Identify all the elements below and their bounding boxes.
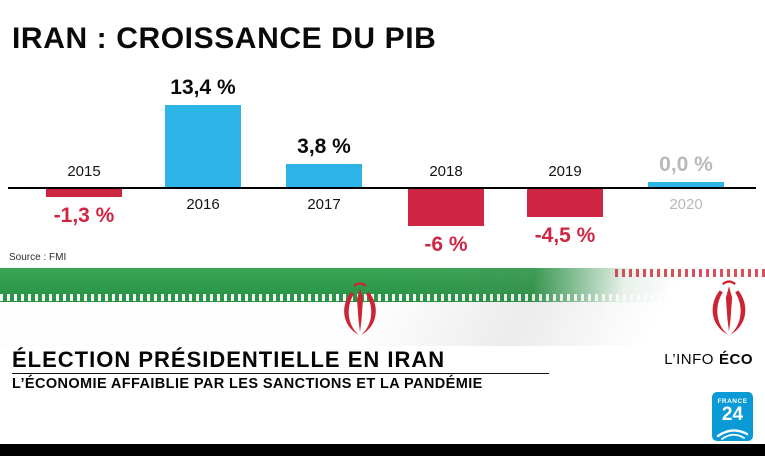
iran-emblem-icon xyxy=(712,280,746,335)
program-label: L’INFO ÉCO xyxy=(664,351,753,368)
value-label-2020: 0,0 % xyxy=(659,153,713,176)
year-label-2018: 2018 xyxy=(429,163,463,180)
bar-group-2019: -4,5 % 2019 xyxy=(505,60,625,265)
bar-2019 xyxy=(527,189,603,217)
banner-headline: ÉLECTION PRÉSIDENTIELLE EN IRAN xyxy=(12,347,446,372)
year-label-2015: 2015 xyxy=(67,163,101,180)
flag-kufic-band-white-icon xyxy=(0,294,765,301)
bar-2015 xyxy=(46,189,122,197)
bar-group-2017: 3,8 % 2017 xyxy=(264,60,384,265)
bar-2020 xyxy=(648,182,724,187)
bar-group-2018: -6 % 2018 xyxy=(386,60,506,265)
logo-text-24: 24 xyxy=(721,404,744,425)
chart-title: IRAN : CROISSANCE DU PIB xyxy=(12,22,437,55)
bar-group-2020: 0,0 % 2020 xyxy=(626,60,746,265)
flag-fabric-shading xyxy=(0,268,765,346)
x-axis-line xyxy=(8,187,756,189)
program-label-prefix: L’INFO xyxy=(664,351,714,368)
banner-divider xyxy=(12,373,549,374)
bar-group-2016: 13,4 % 2016 xyxy=(143,60,263,265)
bar-2017 xyxy=(286,164,362,187)
value-label-2016: 13,4 % xyxy=(170,76,236,99)
value-label-2017: 3,8 % xyxy=(297,135,351,158)
value-label-2018: -6 % xyxy=(424,233,468,256)
banner-subheadline: L’ÉCONOMIE AFFAIBLIE PAR LES SANCTIONS E… xyxy=(12,376,483,392)
gdp-bar-chart: -1,3 % 2015 13,4 % 2016 3,8 % 2017 -6 % 2018 -4,… xyxy=(0,60,765,265)
bar-group-2015: -1,3 % 2015 xyxy=(24,60,144,265)
bottom-black-bar xyxy=(0,444,765,456)
iran-emblem-icon xyxy=(344,282,376,335)
france24-logo: FRANCE 24 xyxy=(712,392,753,441)
logo-text-france: FRANCE xyxy=(717,398,748,405)
value-label-2015: -1,3 % xyxy=(53,204,115,227)
lower-third-banner: ÉLECTION PRÉSIDENTIELLE EN IRAN L’ÉCONOM… xyxy=(0,346,765,392)
year-label-2020: 2020 xyxy=(669,196,703,213)
year-label-2016: 2016 xyxy=(186,196,220,213)
source-caption: Source : FMI xyxy=(9,252,67,263)
logo-swirl-icon xyxy=(716,429,749,440)
year-label-2017: 2017 xyxy=(307,196,341,213)
bar-2018 xyxy=(408,189,484,226)
flag-kufic-band-red-icon xyxy=(615,269,765,277)
value-label-2019: -4,5 % xyxy=(534,224,596,247)
iran-flag-banner xyxy=(0,268,765,346)
bar-2016 xyxy=(165,105,241,187)
program-label-bold: ÉCO xyxy=(718,351,753,368)
year-label-2019: 2019 xyxy=(548,163,582,180)
